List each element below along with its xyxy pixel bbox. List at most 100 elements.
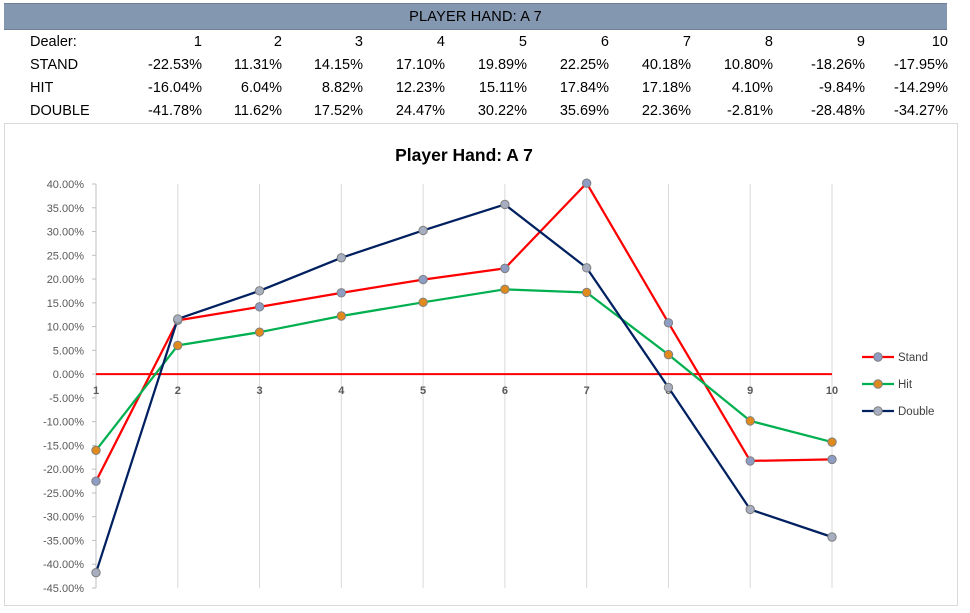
x-tick-label: 5 — [420, 385, 426, 397]
table-cell: 5 — [518, 33, 527, 50]
table-header-bar: PLAYER HAND: A 7 — [4, 3, 947, 30]
data-point-double — [827, 532, 837, 542]
table-cell: -34.27% — [893, 102, 948, 119]
x-tick-label: 7 — [584, 385, 590, 397]
data-point-hit — [418, 297, 428, 308]
y-tick-label: -15.00% — [43, 440, 84, 452]
data-point-double — [500, 199, 510, 210]
legend-marker-hit — [873, 379, 883, 389]
table-cell: 9 — [856, 33, 865, 50]
y-tick-label: -30.00% — [43, 512, 84, 524]
table-cell: 17.18% — [641, 79, 691, 96]
legend-label-double: Double — [898, 406, 934, 418]
row-label: STAND — [30, 56, 79, 73]
table-cell: 10.80% — [723, 56, 773, 73]
series-line-hit — [95, 288, 833, 452]
x-tick-label: 1 — [93, 385, 99, 397]
table-cell: 12.23% — [395, 79, 445, 96]
data-point-double — [173, 314, 183, 324]
y-tick-label: 30.00% — [47, 227, 85, 239]
data-point-double — [336, 253, 347, 263]
legend-marker-stand — [873, 352, 883, 362]
table-cell: -14.29% — [893, 79, 948, 96]
data-point-stand — [254, 302, 265, 312]
data-point-stand — [827, 454, 837, 465]
table-cell: 30.22% — [477, 102, 527, 119]
table-cell: 40.18% — [641, 56, 691, 73]
data-point-hit — [254, 327, 265, 337]
y-tick-label: -35.00% — [43, 535, 84, 547]
data-point-stand — [663, 318, 674, 328]
x-tick-label: 9 — [747, 385, 753, 397]
table-cell: 24.47% — [395, 102, 445, 119]
y-tick-label: 10.00% — [47, 322, 85, 334]
data-point-stand — [581, 178, 592, 188]
table-cell: 11.62% — [233, 102, 282, 119]
y-tick-label: -10.00% — [43, 417, 84, 429]
table-cell: 35.69% — [559, 102, 609, 119]
table-row: STAND -22.53% 11.31% 14.15% 17.10% 19.89% 22.2… — [4, 53, 950, 76]
table-cell: 17.84% — [559, 79, 609, 96]
table-cell: -17.95% — [893, 56, 948, 73]
y-tick-label: -45.00% — [43, 583, 84, 595]
y-tick-label: -25.00% — [43, 488, 84, 500]
table-cell: 17.52% — [313, 102, 363, 119]
chart-title: Player Hand: A 7 — [395, 145, 533, 165]
table-cell: -28.48% — [810, 102, 865, 119]
table-cell: 11.31% — [233, 56, 282, 73]
data-point-hit — [173, 340, 183, 351]
y-tick-label: 15.00% — [47, 298, 85, 310]
row-label: HIT — [30, 79, 54, 96]
y-tick-label: 5.00% — [53, 345, 84, 357]
table-cell: 15.11% — [478, 79, 527, 96]
table-header-title: PLAYER HAND: A 7 — [409, 8, 542, 25]
table-cell: 10 — [931, 33, 948, 50]
table-cell: 3 — [354, 33, 363, 50]
chart-frame — [4, 123, 958, 606]
y-tick-label: -40.00% — [43, 559, 84, 571]
table-cell: 6.04% — [240, 79, 282, 96]
data-point-hit — [745, 416, 755, 426]
table-cell: -2.81% — [727, 102, 773, 119]
row-label: Dealer: — [30, 33, 77, 50]
table-cell: 4.10% — [731, 79, 773, 96]
x-tick-label: 2 — [175, 385, 181, 397]
y-tick-label: 35.00% — [47, 203, 85, 215]
x-tick-label: 6 — [502, 385, 508, 397]
table-cell: 2 — [273, 33, 282, 50]
data-point-hit — [663, 349, 674, 360]
data-point-hit — [336, 311, 347, 321]
table-cell: 19.89% — [477, 56, 527, 73]
data-point-double — [581, 263, 592, 273]
table-cell: 1 — [193, 33, 202, 50]
data-point-hit — [827, 437, 837, 447]
data-point-double — [745, 504, 755, 515]
data-point-double — [91, 567, 101, 578]
x-tick-label: 4 — [338, 385, 345, 397]
table-cell: 17.10% — [395, 56, 445, 73]
table-cell: 4 — [436, 33, 445, 50]
table-cell: -9.84% — [819, 79, 865, 96]
data-point-hit — [91, 445, 101, 456]
table-cell: 14.15% — [313, 56, 363, 73]
y-tick-label: 20.00% — [47, 274, 85, 286]
legend-marker-double — [873, 406, 883, 416]
legend-label-hit: Hit — [898, 379, 913, 391]
x-tick-label: 3 — [256, 385, 262, 397]
data-point-double — [254, 286, 265, 296]
y-tick-label: -20.00% — [43, 464, 84, 476]
y-tick-label: -5.00% — [49, 393, 84, 405]
data-point-hit — [500, 284, 510, 295]
table-row: Dealer: 1 2 3 4 5 6 7 8 9 10 — [4, 30, 950, 53]
series-line-stand — [94, 182, 833, 482]
table-cell: 22.25% — [559, 56, 609, 73]
data-point-stand — [91, 476, 101, 486]
table-cell: -16.04% — [147, 79, 202, 96]
data-point-stand — [336, 288, 347, 298]
data-point-stand — [500, 263, 510, 274]
data-point-double — [663, 382, 674, 393]
y-tick-label: 40.00% — [47, 179, 85, 191]
table-cell: -22.53% — [147, 56, 202, 73]
x-tick-label: 10 — [826, 385, 838, 397]
